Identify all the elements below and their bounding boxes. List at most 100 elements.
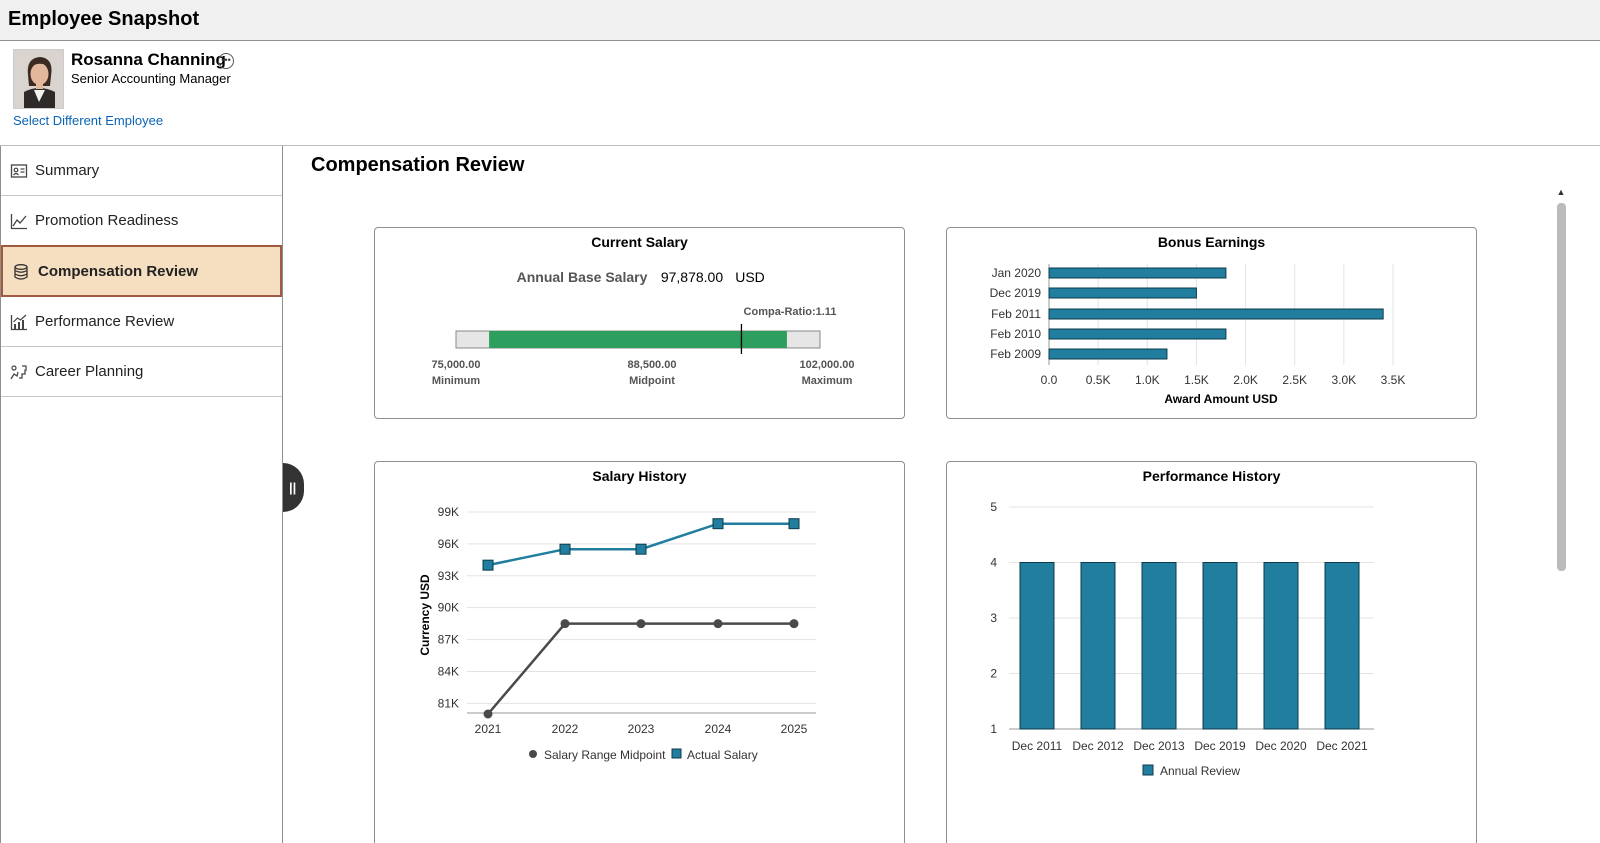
salary-y-tick-label: 81K: [438, 696, 459, 710]
salary-x-tick-label: 2021: [475, 722, 502, 736]
bonus-earnings-title: Bonus Earnings: [1157, 234, 1266, 250]
nav-item-compensation-review[interactable]: Compensation Review: [1, 245, 282, 297]
employee-job-title: Senior Accounting Manager: [71, 71, 231, 86]
salary-series-line: [487, 622, 794, 715]
salary-y-tick-label: 90K: [438, 601, 459, 615]
nav-item-promotion-readiness[interactable]: Promotion Readiness: [1, 196, 282, 246]
compa-ratio-label: Compa-Ratio:1.11: [744, 306, 837, 318]
bonus-bar: [1048, 308, 1384, 320]
perf-bar: [1263, 562, 1299, 730]
salary-midpoint-point: [483, 709, 493, 719]
salary-history-card: Salary History 81K 84K 87K 90K 93K 96K 99K 2021…: [374, 461, 905, 843]
bonus-earnings-chart: 0.0 0.5K 1.0K 1.5K 2.0K 2.5K 3.0K 3.5K Jan 2020 D…: [990, 264, 1406, 406]
id-card-icon: [10, 164, 28, 178]
nav-item-performance-review[interactable]: Performance Review: [1, 297, 282, 347]
salary-x-tick-label: 2023: [628, 722, 655, 736]
nav-label-compensation-review: Compensation Review: [38, 263, 199, 280]
collapse-sidebar-handle[interactable]: ||: [283, 463, 304, 512]
scroll-up-arrow-icon[interactable]: ▲: [1556, 187, 1566, 197]
annual-base-salary-amount: 97,878.00: [661, 269, 723, 285]
salary-y-tick-label: 87K: [438, 633, 459, 647]
actual-salary-point: [712, 518, 724, 530]
bonus-x-tick-label: 2.0K: [1233, 373, 1258, 387]
salary-history-chart: 81K 84K 87K 90K 93K 96K 99K 2021 2022 2023 2024 202…: [418, 505, 816, 762]
actual-salary-point: [482, 559, 494, 571]
bonus-x-tick-label: 1.0K: [1135, 373, 1160, 387]
employee-photo: [13, 49, 64, 109]
salary-y-tick-label: 84K: [438, 664, 459, 678]
salary-history-title: Salary History: [592, 468, 687, 484]
vertical-scrollbar-thumb[interactable]: [1557, 203, 1566, 571]
bonus-bar: [1048, 328, 1227, 340]
perf-y-tick-label: 5: [990, 500, 997, 514]
side-navigation: Summary Promotion Readiness Compensation…: [0, 146, 283, 843]
bonus-x-axis-label: Award Amount USD: [1164, 392, 1278, 406]
performance-history-title: Performance History: [1142, 468, 1281, 484]
employee-banner: Rosanna Channing ••• Senior Accounting M…: [0, 41, 1600, 146]
nav-label-career-planning: Career Planning: [35, 363, 144, 380]
salary-midpoint-point: [713, 619, 723, 629]
current-salary-title: Current Salary: [591, 234, 688, 250]
line-chart-icon: [10, 214, 27, 230]
annual-base-salary-currency: USD: [735, 269, 765, 285]
perf-y-tick-label: 3: [990, 611, 997, 625]
range-maximum-label: Maximum: [802, 375, 853, 387]
legend-actual-label: Actual Salary: [687, 748, 758, 762]
salary-y-tick-label: 96K: [438, 537, 459, 551]
salary-x-tick-label: 2024: [705, 722, 732, 736]
bonus-category-label: Feb 2009: [990, 347, 1041, 361]
bonus-category-label: Jan 2020: [992, 266, 1042, 280]
actual-salary-point: [635, 543, 647, 555]
ellipsis-icon[interactable]: •••: [218, 53, 234, 69]
legend-actual-marker: [671, 748, 682, 759]
bar-trend-icon: [10, 314, 27, 331]
perf-x-tick-label: Dec 2021: [1316, 739, 1368, 753]
bonus-x-tick-label: 0.5K: [1086, 373, 1111, 387]
salary-midpoint-point: [560, 619, 570, 629]
salary-y-tick-label: 93K: [438, 569, 459, 583]
range-midpoint-label: Midpoint: [629, 375, 675, 387]
salary-x-tick-label: 2022: [552, 722, 579, 736]
salary-range-band: [489, 331, 787, 348]
perf-x-tick-label: Dec 2013: [1133, 739, 1185, 753]
range-midpoint-value: 88,500.00: [628, 359, 677, 371]
bonus-bar: [1048, 267, 1227, 279]
perf-y-tick-label: 4: [990, 556, 997, 570]
bonus-category-label: Dec 2019: [990, 286, 1042, 300]
salary-midpoint-point: [636, 619, 646, 629]
perf-y-tick-label: 1: [990, 722, 997, 736]
nav-label-summary: Summary: [35, 162, 100, 179]
perf-bar: [1080, 562, 1116, 730]
performance-history-chart: 1 2 3 4 5 Dec 2011 Dec 2012 Dec 2013 Dec 2019 Dec…: [990, 500, 1374, 778]
salary-x-tick-label: 2025: [781, 722, 808, 736]
select-different-employee-link[interactable]: Select Different Employee: [13, 113, 164, 128]
perf-y-tick-label: 2: [990, 667, 997, 681]
legend-annual-review-label: Annual Review: [1160, 764, 1240, 778]
salary-range-graphic: Annual Base Salary 97,878.00 USD Compa-R…: [432, 269, 855, 387]
bonus-earnings-card: Bonus Earnings 0.0 0.5K 1.0K 1.5K 2.0K 2.5K 3.…: [946, 227, 1477, 419]
bonus-x-tick-label: 3.5K: [1381, 373, 1406, 387]
pause-icon: ||: [289, 480, 297, 495]
page-title: Compensation Review: [311, 154, 525, 176]
salary-y-tick-label: 99K: [438, 505, 459, 519]
bonus-bar: [1048, 348, 1168, 360]
annual-base-salary-label: Annual Base Salary: [517, 269, 648, 285]
bonus-bar: [1048, 287, 1197, 299]
range-maximum-value: 102,000.00: [799, 359, 854, 371]
range-minimum-label: Minimum: [432, 375, 480, 387]
nav-item-summary[interactable]: Summary: [1, 146, 282, 196]
perf-x-tick-label: Dec 2012: [1072, 739, 1124, 753]
bonus-x-tick-label: 2.5K: [1282, 373, 1307, 387]
bonus-x-tick-label: 0.0: [1041, 373, 1058, 387]
app-title: Employee Snapshot: [8, 8, 200, 30]
nav-item-career-planning[interactable]: Career Planning: [1, 347, 282, 397]
bonus-x-tick-label: 1.5K: [1184, 373, 1209, 387]
bonus-x-tick-label: 3.0K: [1332, 373, 1357, 387]
employee-name: Rosanna Channing: [71, 50, 226, 69]
app-header: Employee Snapshot: [0, 0, 1600, 41]
perf-x-tick-label: Dec 2019: [1194, 739, 1246, 753]
perf-bar: [1202, 562, 1238, 730]
perf-bar: [1324, 562, 1360, 730]
nav-label-performance-review: Performance Review: [35, 313, 175, 330]
perf-bar: [1019, 562, 1055, 730]
